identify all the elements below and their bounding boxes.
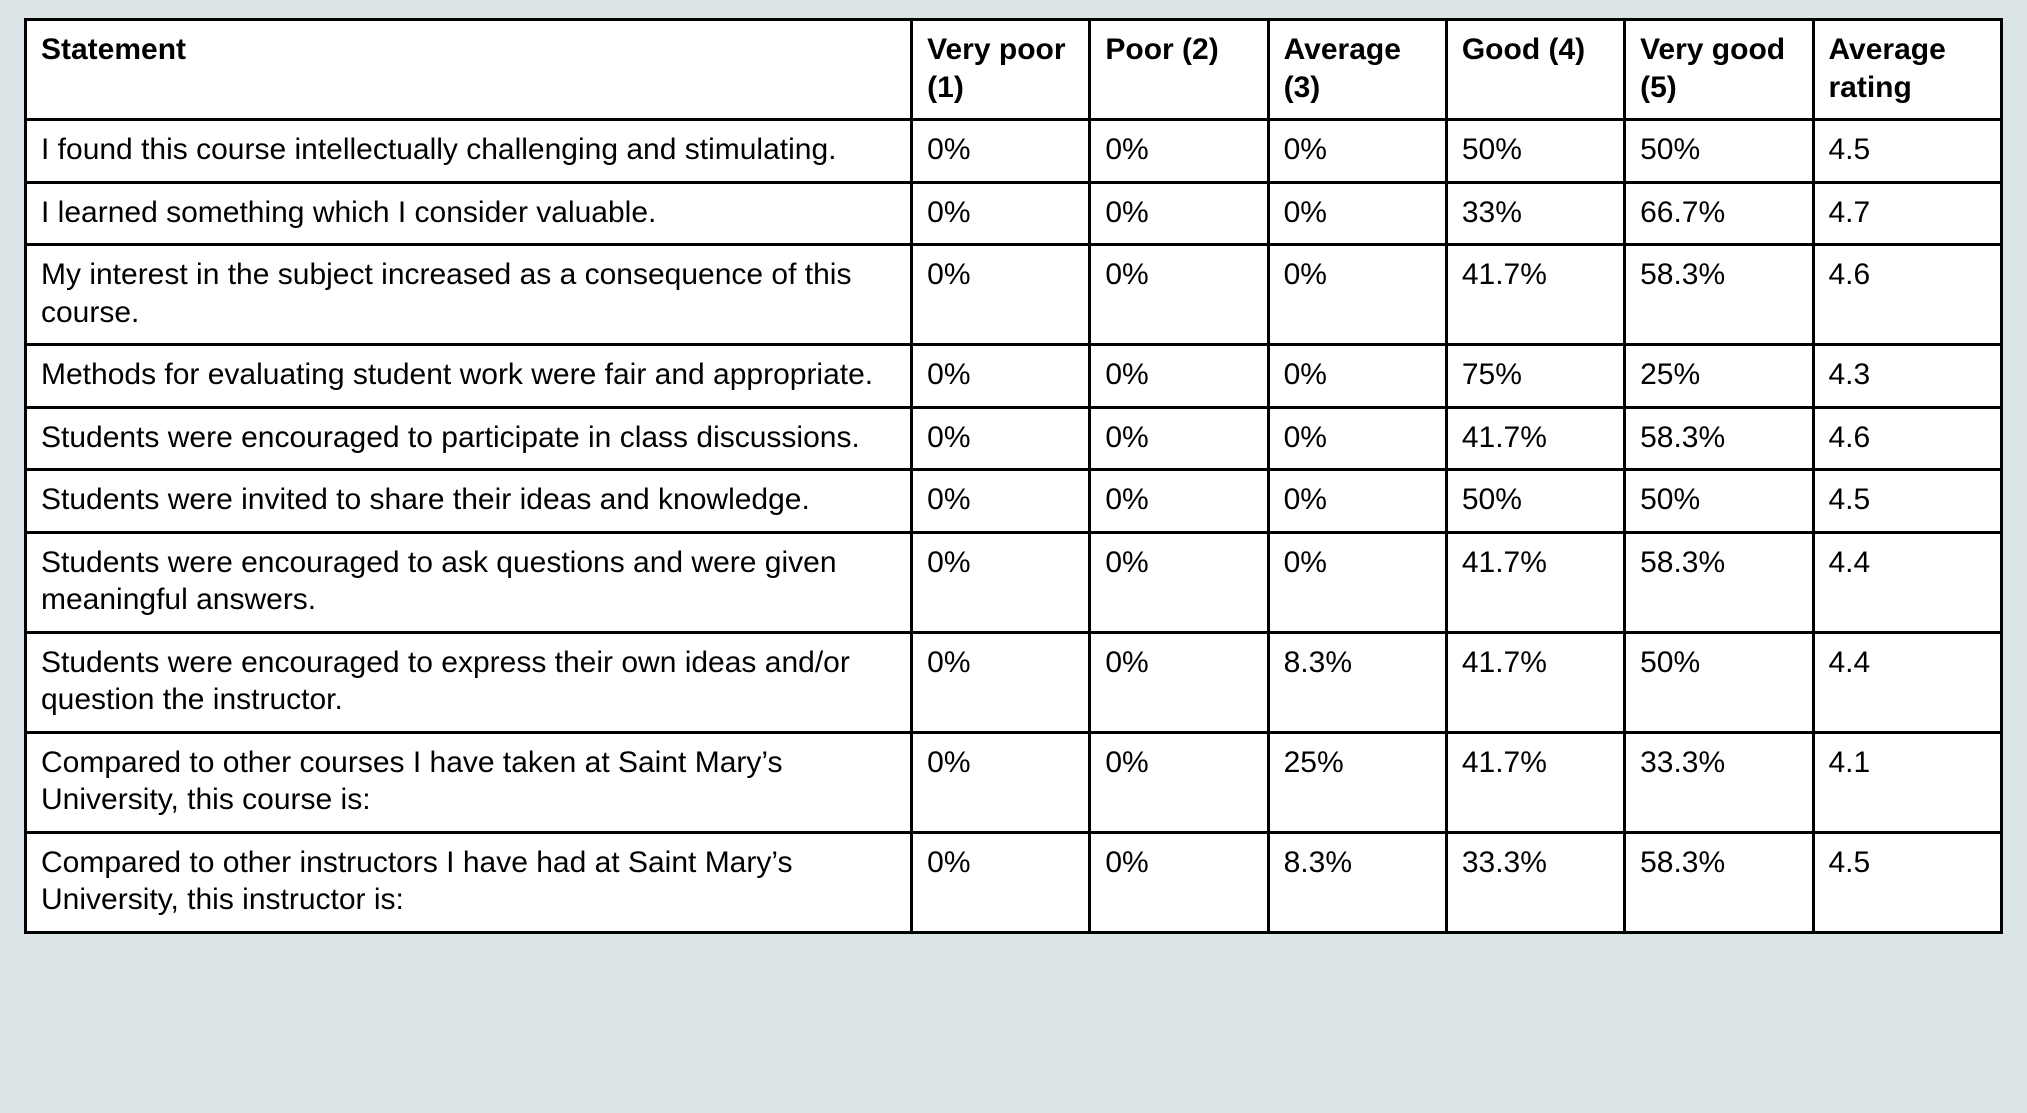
cell-avg-rating: 4.6 [1813, 407, 2002, 470]
cell-statement: My interest in the subject increased as … [26, 245, 912, 345]
table-header: Statement Very poor (1) Poor (2) Average… [26, 20, 2002, 120]
cell-average: 8.3% [1268, 632, 1446, 732]
cell-very-poor: 0% [912, 345, 1090, 408]
cell-avg-rating: 4.5 [1813, 832, 2002, 932]
cell-good: 41.7% [1446, 732, 1624, 832]
page-container: Statement Very poor (1) Poor (2) Average… [0, 0, 2027, 1113]
table-body: I found this course intellectually chall… [26, 120, 2002, 933]
cell-very-good: 58.3% [1625, 532, 1813, 632]
cell-statement: Students were encouraged to ask question… [26, 532, 912, 632]
cell-very-poor: 0% [912, 245, 1090, 345]
cell-statement: Compared to other instructors I have had… [26, 832, 912, 932]
cell-very-poor: 0% [912, 632, 1090, 732]
evaluation-table: Statement Very poor (1) Poor (2) Average… [24, 18, 2003, 934]
table-header-row: Statement Very poor (1) Poor (2) Average… [26, 20, 2002, 120]
cell-statement: Students were invited to share their ide… [26, 470, 912, 533]
cell-poor: 0% [1090, 407, 1268, 470]
col-header-good: Good (4) [1446, 20, 1624, 120]
cell-average: 0% [1268, 182, 1446, 245]
col-header-very-good: Very good (5) [1625, 20, 1813, 120]
table-row: Students were encouraged to participate … [26, 407, 2002, 470]
cell-good: 50% [1446, 470, 1624, 533]
cell-average: 8.3% [1268, 832, 1446, 932]
cell-average: 0% [1268, 245, 1446, 345]
cell-statement: Students were encouraged to express thei… [26, 632, 912, 732]
table-row: Students were encouraged to ask question… [26, 532, 2002, 632]
cell-poor: 0% [1090, 470, 1268, 533]
cell-average: 0% [1268, 470, 1446, 533]
cell-very-poor: 0% [912, 120, 1090, 183]
cell-avg-rating: 4.5 [1813, 120, 2002, 183]
cell-average: 0% [1268, 345, 1446, 408]
table-row: Methods for evaluating student work were… [26, 345, 2002, 408]
cell-very-good: 58.3% [1625, 407, 1813, 470]
cell-avg-rating: 4.4 [1813, 632, 2002, 732]
cell-statement: Compared to other courses I have taken a… [26, 732, 912, 832]
cell-poor: 0% [1090, 832, 1268, 932]
cell-poor: 0% [1090, 182, 1268, 245]
cell-good: 75% [1446, 345, 1624, 408]
cell-very-good: 50% [1625, 120, 1813, 183]
col-header-very-poor: Very poor (1) [912, 20, 1090, 120]
cell-avg-rating: 4.7 [1813, 182, 2002, 245]
cell-very-good: 50% [1625, 470, 1813, 533]
cell-poor: 0% [1090, 345, 1268, 408]
cell-average: 0% [1268, 532, 1446, 632]
cell-good: 41.7% [1446, 407, 1624, 470]
cell-poor: 0% [1090, 732, 1268, 832]
col-header-statement: Statement [26, 20, 912, 120]
cell-good: 41.7% [1446, 532, 1624, 632]
cell-statement: Students were encouraged to participate … [26, 407, 912, 470]
table-row: I found this course intellectually chall… [26, 120, 2002, 183]
cell-very-poor: 0% [912, 182, 1090, 245]
table-row: Compared to other courses I have taken a… [26, 732, 2002, 832]
cell-very-good: 58.3% [1625, 832, 1813, 932]
cell-very-poor: 0% [912, 532, 1090, 632]
table-row: I learned something which I consider val… [26, 182, 2002, 245]
cell-very-poor: 0% [912, 470, 1090, 533]
cell-avg-rating: 4.3 [1813, 345, 2002, 408]
col-header-poor: Poor (2) [1090, 20, 1268, 120]
cell-very-good: 58.3% [1625, 245, 1813, 345]
cell-avg-rating: 4.4 [1813, 532, 2002, 632]
table-row: Students were encouraged to express thei… [26, 632, 2002, 732]
cell-poor: 0% [1090, 632, 1268, 732]
cell-poor: 0% [1090, 245, 1268, 345]
cell-very-poor: 0% [912, 732, 1090, 832]
cell-statement: Methods for evaluating student work were… [26, 345, 912, 408]
cell-statement: I learned something which I consider val… [26, 182, 912, 245]
cell-average: 25% [1268, 732, 1446, 832]
cell-good: 50% [1446, 120, 1624, 183]
cell-very-good: 33.3% [1625, 732, 1813, 832]
cell-good: 33.3% [1446, 832, 1624, 932]
cell-average: 0% [1268, 407, 1446, 470]
cell-poor: 0% [1090, 532, 1268, 632]
table-row: Students were invited to share their ide… [26, 470, 2002, 533]
cell-good: 33% [1446, 182, 1624, 245]
col-header-avg-rating: Average rating [1813, 20, 2002, 120]
cell-statement: I found this course intellectually chall… [26, 120, 912, 183]
cell-very-good: 50% [1625, 632, 1813, 732]
cell-average: 0% [1268, 120, 1446, 183]
col-header-average: Average (3) [1268, 20, 1446, 120]
table-row: Compared to other instructors I have had… [26, 832, 2002, 932]
cell-good: 41.7% [1446, 632, 1624, 732]
cell-very-poor: 0% [912, 407, 1090, 470]
cell-avg-rating: 4.5 [1813, 470, 2002, 533]
cell-poor: 0% [1090, 120, 1268, 183]
table-row: My interest in the subject increased as … [26, 245, 2002, 345]
cell-good: 41.7% [1446, 245, 1624, 345]
cell-very-poor: 0% [912, 832, 1090, 932]
cell-very-good: 25% [1625, 345, 1813, 408]
cell-avg-rating: 4.1 [1813, 732, 2002, 832]
cell-avg-rating: 4.6 [1813, 245, 2002, 345]
cell-very-good: 66.7% [1625, 182, 1813, 245]
